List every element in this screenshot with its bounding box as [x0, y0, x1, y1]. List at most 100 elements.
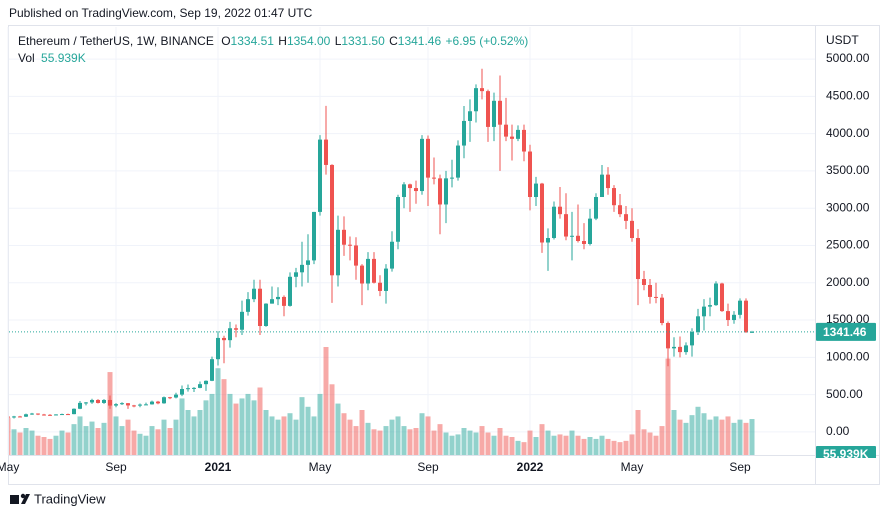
candle-body	[702, 306, 706, 317]
candle-body	[678, 346, 682, 353]
volume-axis-label: 55.939K	[816, 446, 876, 458]
volume-bar	[383, 426, 389, 455]
volume-bar	[563, 435, 569, 455]
candle-body	[228, 328, 232, 341]
candle-body	[618, 205, 622, 215]
volume-bar	[569, 430, 575, 455]
y-tick-label: 1000.00	[826, 349, 870, 363]
volume-name: Vol	[18, 51, 35, 65]
candle-body	[696, 316, 700, 332]
volume-bar	[467, 430, 473, 455]
axes: 0.00 500.00 1000.00 1500.00 2000.00 2500.00 30…	[0, 51, 876, 474]
candle-body	[60, 414, 64, 416]
volume-bar	[119, 426, 125, 455]
ohlc-name: L	[335, 34, 342, 48]
candle-body	[42, 414, 46, 416]
volume-bar	[623, 440, 629, 455]
candle-body	[384, 268, 388, 291]
logo-part	[21, 494, 30, 504]
candle-body	[474, 88, 478, 112]
y-tick-label: 3500.00	[826, 163, 870, 177]
volume-bar	[701, 413, 707, 455]
volume-bar	[359, 410, 365, 455]
candle-body	[534, 183, 538, 198]
volume-bar	[611, 440, 617, 455]
volume-bar	[593, 438, 599, 455]
x-tick-label: May	[309, 460, 332, 474]
volume-bar	[29, 430, 35, 455]
candle-body	[246, 299, 250, 312]
published-note: Published on TradingView.com, Sep 19, 20…	[9, 6, 313, 20]
volume-bar	[35, 435, 41, 455]
last-price-box	[816, 322, 876, 341]
candle-body	[72, 408, 76, 415]
volume-bar	[461, 428, 467, 455]
candle-body	[48, 414, 52, 416]
candle-body	[654, 296, 658, 298]
volume-bar	[281, 416, 287, 455]
volume-bar	[407, 429, 413, 455]
candle-body	[432, 177, 436, 179]
volume-bar	[65, 432, 71, 455]
candle-body	[102, 399, 106, 403]
volume-bar	[149, 426, 155, 455]
candle-body	[150, 401, 154, 405]
candle-body	[396, 197, 400, 242]
ohlc-name: H	[278, 34, 287, 48]
volume-bar	[581, 438, 587, 455]
candle-body	[174, 394, 178, 398]
candle-body	[612, 188, 616, 206]
volume-bar	[161, 419, 167, 455]
y-tick-label: 5000.00	[826, 51, 870, 65]
candle-body	[438, 178, 442, 205]
y-axis-label: USDT	[826, 33, 859, 47]
volume-bar	[227, 393, 233, 455]
candle-body	[402, 184, 406, 198]
volume-bar	[719, 419, 725, 455]
y-tick-label: 2500.00	[826, 238, 870, 252]
volume-bar	[143, 435, 149, 455]
candle-body	[222, 337, 226, 341]
candle-body	[96, 399, 100, 403]
volume-bar	[653, 435, 659, 455]
volume-bar	[485, 432, 491, 455]
candle-body	[594, 197, 598, 219]
candle-body	[732, 314, 736, 321]
volume-label-box	[816, 446, 876, 458]
candle-body	[750, 331, 754, 333]
volume-bar	[257, 387, 263, 455]
volume-bar	[413, 428, 419, 455]
candle-body	[282, 296, 286, 306]
candle-body	[468, 111, 472, 121]
candle-body	[426, 138, 430, 178]
candle-body	[288, 276, 292, 306]
candle-body	[684, 345, 688, 353]
candle-body	[366, 258, 370, 284]
volume-bar	[269, 416, 275, 455]
candle-body	[726, 311, 730, 321]
legend-header: Ethereum / TetherUS, 1W, BINANCE O1334.5…	[18, 34, 528, 48]
candle-body	[54, 414, 58, 416]
volume-bar	[263, 410, 269, 455]
candle-body	[234, 328, 238, 330]
ohlc-name: O	[221, 34, 230, 48]
volume-bar	[53, 435, 59, 455]
candle-body	[324, 139, 328, 165]
candle-body	[672, 346, 676, 349]
volume-legend: Vol 55.939K	[18, 51, 86, 65]
candle-body	[444, 178, 448, 205]
volume-bar	[353, 426, 359, 455]
candle-body	[90, 399, 94, 403]
candle-body	[414, 188, 418, 192]
volume-bar	[113, 416, 119, 455]
volume-bar	[137, 433, 143, 455]
y-tick-label: 1500.00	[826, 312, 870, 326]
volume-bar	[401, 426, 407, 455]
volume-bar	[455, 434, 461, 455]
volume-bar	[743, 422, 749, 455]
volume-bar	[443, 432, 449, 455]
volume-bar	[155, 429, 161, 455]
volume-bar	[71, 424, 77, 455]
chart-frame	[8, 25, 880, 485]
